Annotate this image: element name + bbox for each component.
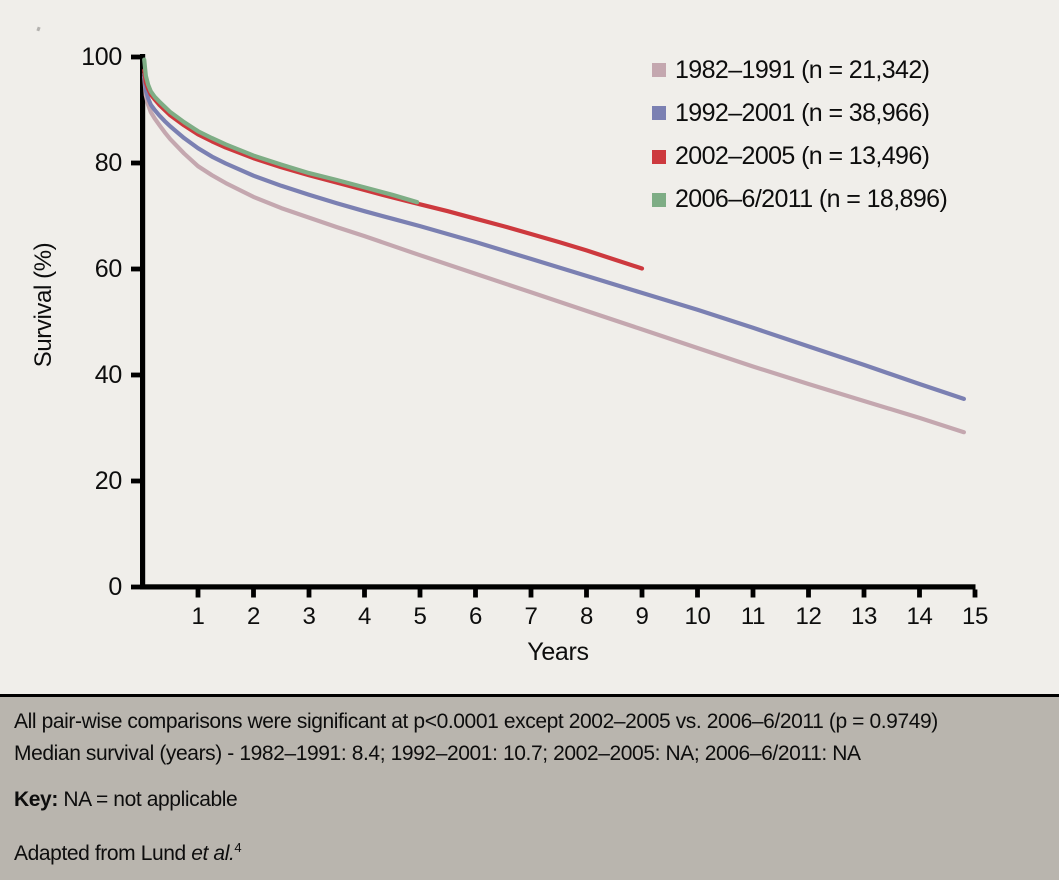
footnote-key-text: NA = not applicable <box>57 788 238 811</box>
x-tick <box>695 589 700 598</box>
x-tick-label: 3 <box>302 603 316 630</box>
footnote-key-label: Key: <box>14 788 58 811</box>
y-tick <box>131 54 140 60</box>
legend-item: 2006–6/2011 (n = 18,896) <box>652 185 948 214</box>
series-line-1 <box>142 71 967 401</box>
x-tick-label: 8 <box>579 603 594 630</box>
legend-item: 2002–2005 (n = 13,496) <box>652 142 947 171</box>
x-tick-label: 14 <box>906 603 933 630</box>
survival-chart: Survival (%) Years 1982–1991 (n = 21,342… <box>30 26 989 666</box>
x-tick <box>750 589 756 598</box>
y-tick <box>131 478 140 484</box>
footnote-median-survival: Median survival (years) - 1982–1991: 8.4… <box>14 742 861 765</box>
x-tick-label: 4 <box>357 603 372 630</box>
y-tick-label: 80 <box>94 149 123 177</box>
x-tick-label: 2 <box>246 603 261 630</box>
y-tick-label: 100 <box>81 43 122 71</box>
series-line-2 <box>142 68 645 271</box>
x-tick <box>639 589 645 598</box>
x-tick-label: 5 <box>413 603 427 630</box>
y-tick <box>131 266 140 272</box>
x-tick <box>473 589 478 598</box>
x-tick <box>362 589 367 598</box>
footnote-key: Key: NA = not applicable <box>14 788 238 812</box>
x-tick <box>584 589 589 598</box>
legend-swatch <box>652 192 666 207</box>
legend-item: 1992–2001 (n = 38,966) <box>652 98 947 127</box>
legend-label: 1982–1991 (n = 21,342) <box>675 55 930 84</box>
legend-label: 2006–6/2011 (n = 18,896) <box>675 185 948 214</box>
x-tick-label: 12 <box>795 603 822 630</box>
x-tick <box>861 589 867 598</box>
y-tick <box>131 160 140 166</box>
footnote-source-prefix: Adapted from Lund <box>14 842 192 865</box>
footnote-source-italic: et al. <box>191 842 235 865</box>
y-tick <box>131 584 140 590</box>
x-tick <box>528 589 534 598</box>
x-tick-label: 13 <box>850 603 878 630</box>
series-line-0 <box>142 74 967 435</box>
y-tick-label: 20 <box>94 467 123 495</box>
x-tick-label: 11 <box>740 603 766 630</box>
x-axis-title: Years <box>527 638 589 666</box>
y-tick-label: 40 <box>94 361 123 389</box>
y-tick-label: 0 <box>108 573 122 601</box>
y-tick-label: 60 <box>94 255 123 283</box>
legend-label: 1992–2001 (n = 38,966) <box>675 98 930 127</box>
x-tick <box>917 589 922 598</box>
x-tick <box>417 589 423 598</box>
footnote-source-ref: 4 <box>234 840 242 855</box>
x-tick-label: 7 <box>524 603 538 630</box>
plot-svg <box>131 54 978 598</box>
legend-swatch <box>652 63 666 77</box>
y-tick <box>131 372 140 378</box>
x-tick <box>806 589 811 598</box>
legend-swatch <box>652 149 666 164</box>
x-tick <box>251 589 256 598</box>
footnotes-panel: All pair-wise comparisons were significa… <box>0 694 1059 880</box>
legend-item: 1982–1991 (n = 21,342) <box>652 55 947 84</box>
legend-swatch <box>652 106 666 121</box>
x-tick-label: 10 <box>684 603 711 630</box>
x-tick <box>306 589 312 598</box>
x-tick-label: 15 <box>961 603 989 630</box>
legend-label: 2002–2005 (n = 13,496) <box>675 142 930 171</box>
footnote-significance: All pair-wise comparisons were significa… <box>14 710 938 733</box>
footnote-source: Adapted from Lund et al.4 <box>14 840 242 866</box>
x-axis-line <box>140 584 976 590</box>
x-tick <box>972 589 978 598</box>
x-tick-label: 6 <box>468 603 483 630</box>
x-tick-label: 9 <box>635 603 649 630</box>
x-tick-label: 1 <box>191 603 205 630</box>
legend: 1982–1991 (n = 21,342) 1992–2001 (n = 38,… <box>652 55 948 230</box>
y-axis-line <box>140 54 146 590</box>
x-tick <box>195 589 201 598</box>
series-line-3 <box>142 57 420 205</box>
